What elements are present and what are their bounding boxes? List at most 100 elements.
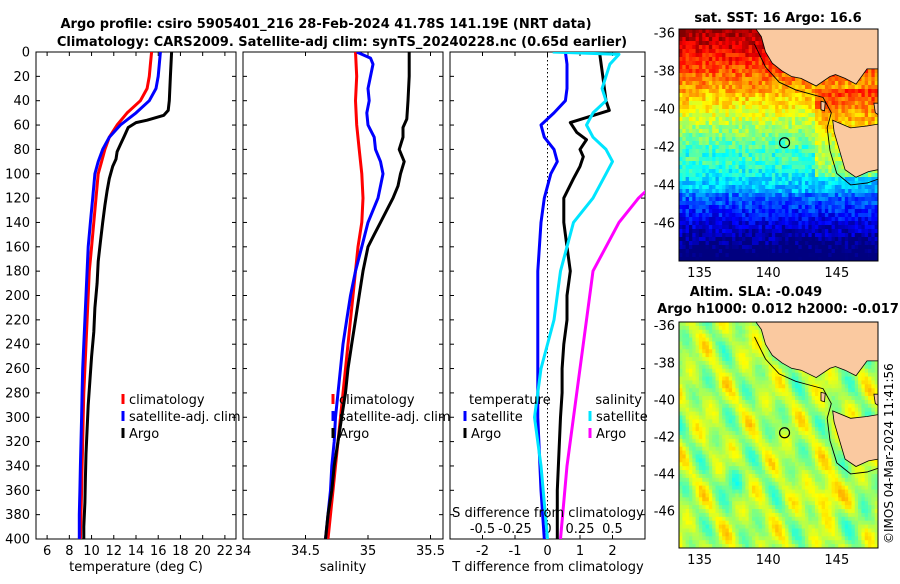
sst-cell: [808, 157, 812, 161]
sst-cell: [865, 113, 869, 117]
sst-cell: [845, 117, 849, 121]
sla-cell: [808, 392, 812, 396]
sst-cell: [835, 177, 839, 181]
sst-cell: [765, 189, 769, 193]
sst-cell: [735, 33, 739, 37]
sst-cell: [735, 109, 739, 113]
sst-cell: [686, 245, 690, 249]
sst-cell: [785, 201, 789, 205]
sst-cell: [822, 201, 826, 205]
sla-cell: [832, 380, 836, 384]
sst-cell: [712, 209, 716, 213]
sst-cell: [745, 173, 749, 177]
sst-cell: [812, 177, 816, 181]
sla-cell: [689, 377, 693, 381]
sst-cell: [845, 105, 849, 109]
sst-cell: [795, 97, 799, 101]
sla-cell: [772, 373, 776, 377]
sst-y-tick-label: -44: [654, 178, 675, 193]
sla-cell: [861, 369, 865, 373]
sst-cell: [706, 229, 710, 233]
sst-cell: [835, 113, 839, 117]
sst-cell: [788, 241, 792, 245]
sst-cell: [842, 189, 846, 193]
sst-cell: [868, 237, 872, 241]
sst-cell: [762, 181, 766, 185]
sst-cell: [689, 213, 693, 217]
sst-cell: [692, 65, 696, 69]
sla-cell: [779, 392, 783, 396]
sst-cell: [752, 113, 756, 117]
sst-cell: [759, 137, 763, 141]
sst-cell: [679, 137, 683, 141]
sst-cell: [752, 241, 756, 245]
sst-cell: [759, 185, 763, 189]
sst-cell: [712, 201, 716, 205]
sst-cell: [715, 249, 719, 253]
legend-title-salinity: salinity: [595, 393, 642, 408]
sst-cell: [779, 189, 783, 193]
sst-cell: [679, 41, 683, 45]
sst-cell: [788, 245, 792, 249]
sst-cell: [812, 173, 816, 177]
sst-cell: [709, 249, 713, 253]
sst-cell: [692, 249, 696, 253]
sla-cell: [851, 384, 855, 388]
sst-cell: [686, 233, 690, 237]
sst-cell: [699, 65, 703, 69]
x-tick-label: 1: [576, 544, 584, 559]
sst-cell: [719, 61, 723, 65]
sst-cell: [788, 161, 792, 165]
sst-cell: [815, 117, 819, 121]
sla-x-tick-label: 145: [824, 553, 849, 568]
sst-cell: [835, 101, 839, 105]
sst-cell: [732, 129, 736, 133]
sst-cell: [689, 105, 693, 109]
sst-cell: [719, 221, 723, 225]
sla-cell: [835, 369, 839, 373]
sst-cell: [851, 201, 855, 205]
sla-cell: [696, 400, 700, 404]
sst-cell: [682, 181, 686, 185]
sst-cell: [785, 153, 789, 157]
sst-cell: [808, 197, 812, 201]
sst-cell: [749, 53, 753, 57]
sst-cell: [815, 221, 819, 225]
sst-cell: [752, 125, 756, 129]
sst-cell: [865, 105, 869, 109]
sla-cell: [775, 361, 779, 365]
sla-cell: [818, 377, 822, 381]
sst-cell: [805, 233, 809, 237]
sst-cell: [699, 197, 703, 201]
sst-cell: [802, 249, 806, 253]
sst-cell: [798, 117, 802, 121]
sla-cell: [735, 338, 739, 342]
sst-cell: [745, 29, 749, 33]
sst-cell: [812, 145, 816, 149]
sst-cell: [798, 249, 802, 253]
sst-cell: [715, 129, 719, 133]
sst-cell: [739, 29, 743, 33]
sst-cell: [828, 161, 832, 165]
sla-cell: [855, 388, 859, 392]
sst-cell: [788, 209, 792, 213]
sla-cell: [729, 377, 733, 381]
sst-cell: [871, 205, 875, 209]
sst-cell: [745, 177, 749, 181]
sst-cell: [795, 245, 799, 249]
sst-cell: [788, 81, 792, 85]
sst-cell: [851, 121, 855, 125]
sst-cell: [795, 193, 799, 197]
sst-cell: [752, 205, 756, 209]
sst-cell: [696, 237, 700, 241]
sla-cell: [769, 384, 773, 388]
sst-cell: [725, 113, 729, 117]
sla-cell: [706, 373, 710, 377]
sst-cell: [802, 169, 806, 173]
sst-cell: [745, 113, 749, 117]
sst-cell: [845, 237, 849, 241]
sst-cell: [729, 57, 733, 61]
sst-cell: [795, 205, 799, 209]
sst-cell: [802, 237, 806, 241]
sst-cell: [719, 41, 723, 45]
